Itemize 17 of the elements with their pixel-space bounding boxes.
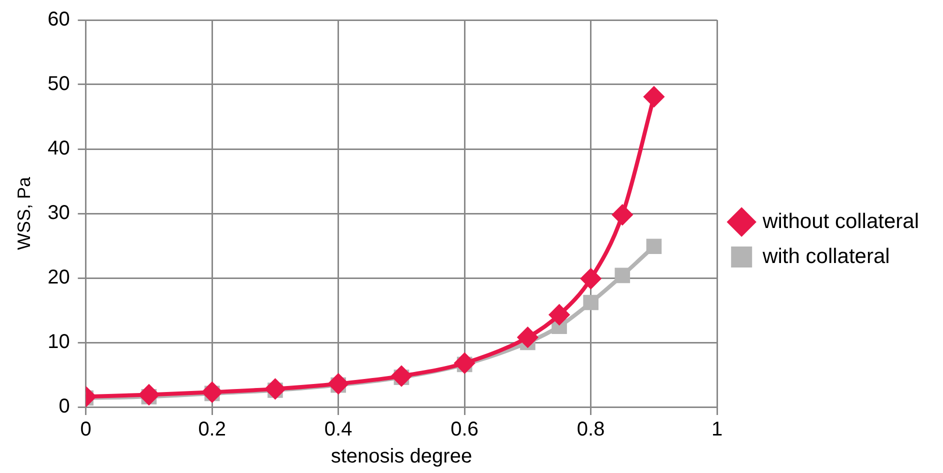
legend-label: with collateral bbox=[762, 244, 890, 268]
x-tick-label: 0 bbox=[80, 418, 92, 441]
x-tick-label: 0.6 bbox=[450, 418, 478, 441]
y-tick-label: 0 bbox=[58, 396, 70, 418]
x-tick-label: 0.8 bbox=[576, 418, 605, 441]
y-tick-label: 60 bbox=[48, 8, 70, 31]
y-axis-title: WSS, Pa bbox=[14, 176, 34, 250]
legend-label: without collateral bbox=[762, 210, 920, 233]
y-tick-label: 10 bbox=[48, 331, 70, 354]
x-tick-label: 1 bbox=[712, 418, 723, 441]
x-tick-label: 0.4 bbox=[324, 418, 352, 441]
x-axis-title: stenosis degree bbox=[330, 446, 472, 468]
y-tick-label: 30 bbox=[48, 202, 70, 224]
y-tick-label: 40 bbox=[48, 138, 70, 160]
y-tick-label: 20 bbox=[48, 266, 70, 289]
y-tick-label: 50 bbox=[48, 73, 70, 96]
x-tick-label: 0.2 bbox=[198, 418, 226, 441]
